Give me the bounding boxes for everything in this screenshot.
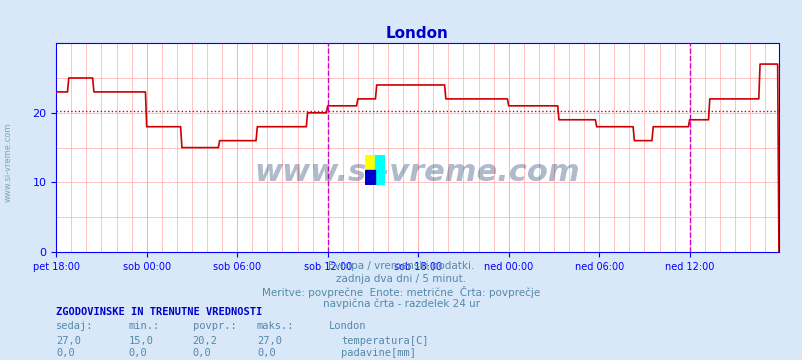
Text: 0,0: 0,0 bbox=[192, 348, 211, 359]
Title: London: London bbox=[386, 26, 448, 41]
Bar bbox=[365, 155, 375, 170]
Text: zadnja dva dni / 5 minut.: zadnja dva dni / 5 minut. bbox=[336, 274, 466, 284]
Text: min.:: min.: bbox=[128, 321, 160, 332]
Text: sedaj:: sedaj: bbox=[56, 321, 94, 332]
Text: temperatura[C]: temperatura[C] bbox=[341, 336, 428, 346]
Text: 0,0: 0,0 bbox=[56, 348, 75, 359]
Text: ZGODOVINSKE IN TRENUTNE VREDNOSTI: ZGODOVINSKE IN TRENUTNE VREDNOSTI bbox=[56, 307, 262, 317]
Text: www.si-vreme.com: www.si-vreme.com bbox=[254, 158, 580, 187]
Bar bbox=[375, 170, 385, 185]
Text: maks.:: maks.: bbox=[257, 321, 294, 332]
Text: Meritve: povprečne  Enote: metrične  Črta: povprečje: Meritve: povprečne Enote: metrične Črta:… bbox=[262, 286, 540, 298]
Text: Evropa / vremenski podatki.: Evropa / vremenski podatki. bbox=[328, 261, 474, 271]
Bar bbox=[365, 170, 375, 185]
Text: www.si-vreme.com: www.si-vreme.com bbox=[3, 122, 13, 202]
Text: 27,0: 27,0 bbox=[257, 336, 282, 346]
Text: London: London bbox=[329, 321, 367, 332]
Text: 15,0: 15,0 bbox=[128, 336, 153, 346]
Text: 0,0: 0,0 bbox=[257, 348, 275, 359]
Text: 27,0: 27,0 bbox=[56, 336, 81, 346]
Text: 20,2: 20,2 bbox=[192, 336, 217, 346]
Text: povpr.:: povpr.: bbox=[192, 321, 236, 332]
Text: 0,0: 0,0 bbox=[128, 348, 147, 359]
Text: padavine[mm]: padavine[mm] bbox=[341, 348, 415, 359]
Text: navpična črta - razdelek 24 ur: navpična črta - razdelek 24 ur bbox=[322, 299, 480, 309]
Bar bbox=[375, 155, 385, 170]
